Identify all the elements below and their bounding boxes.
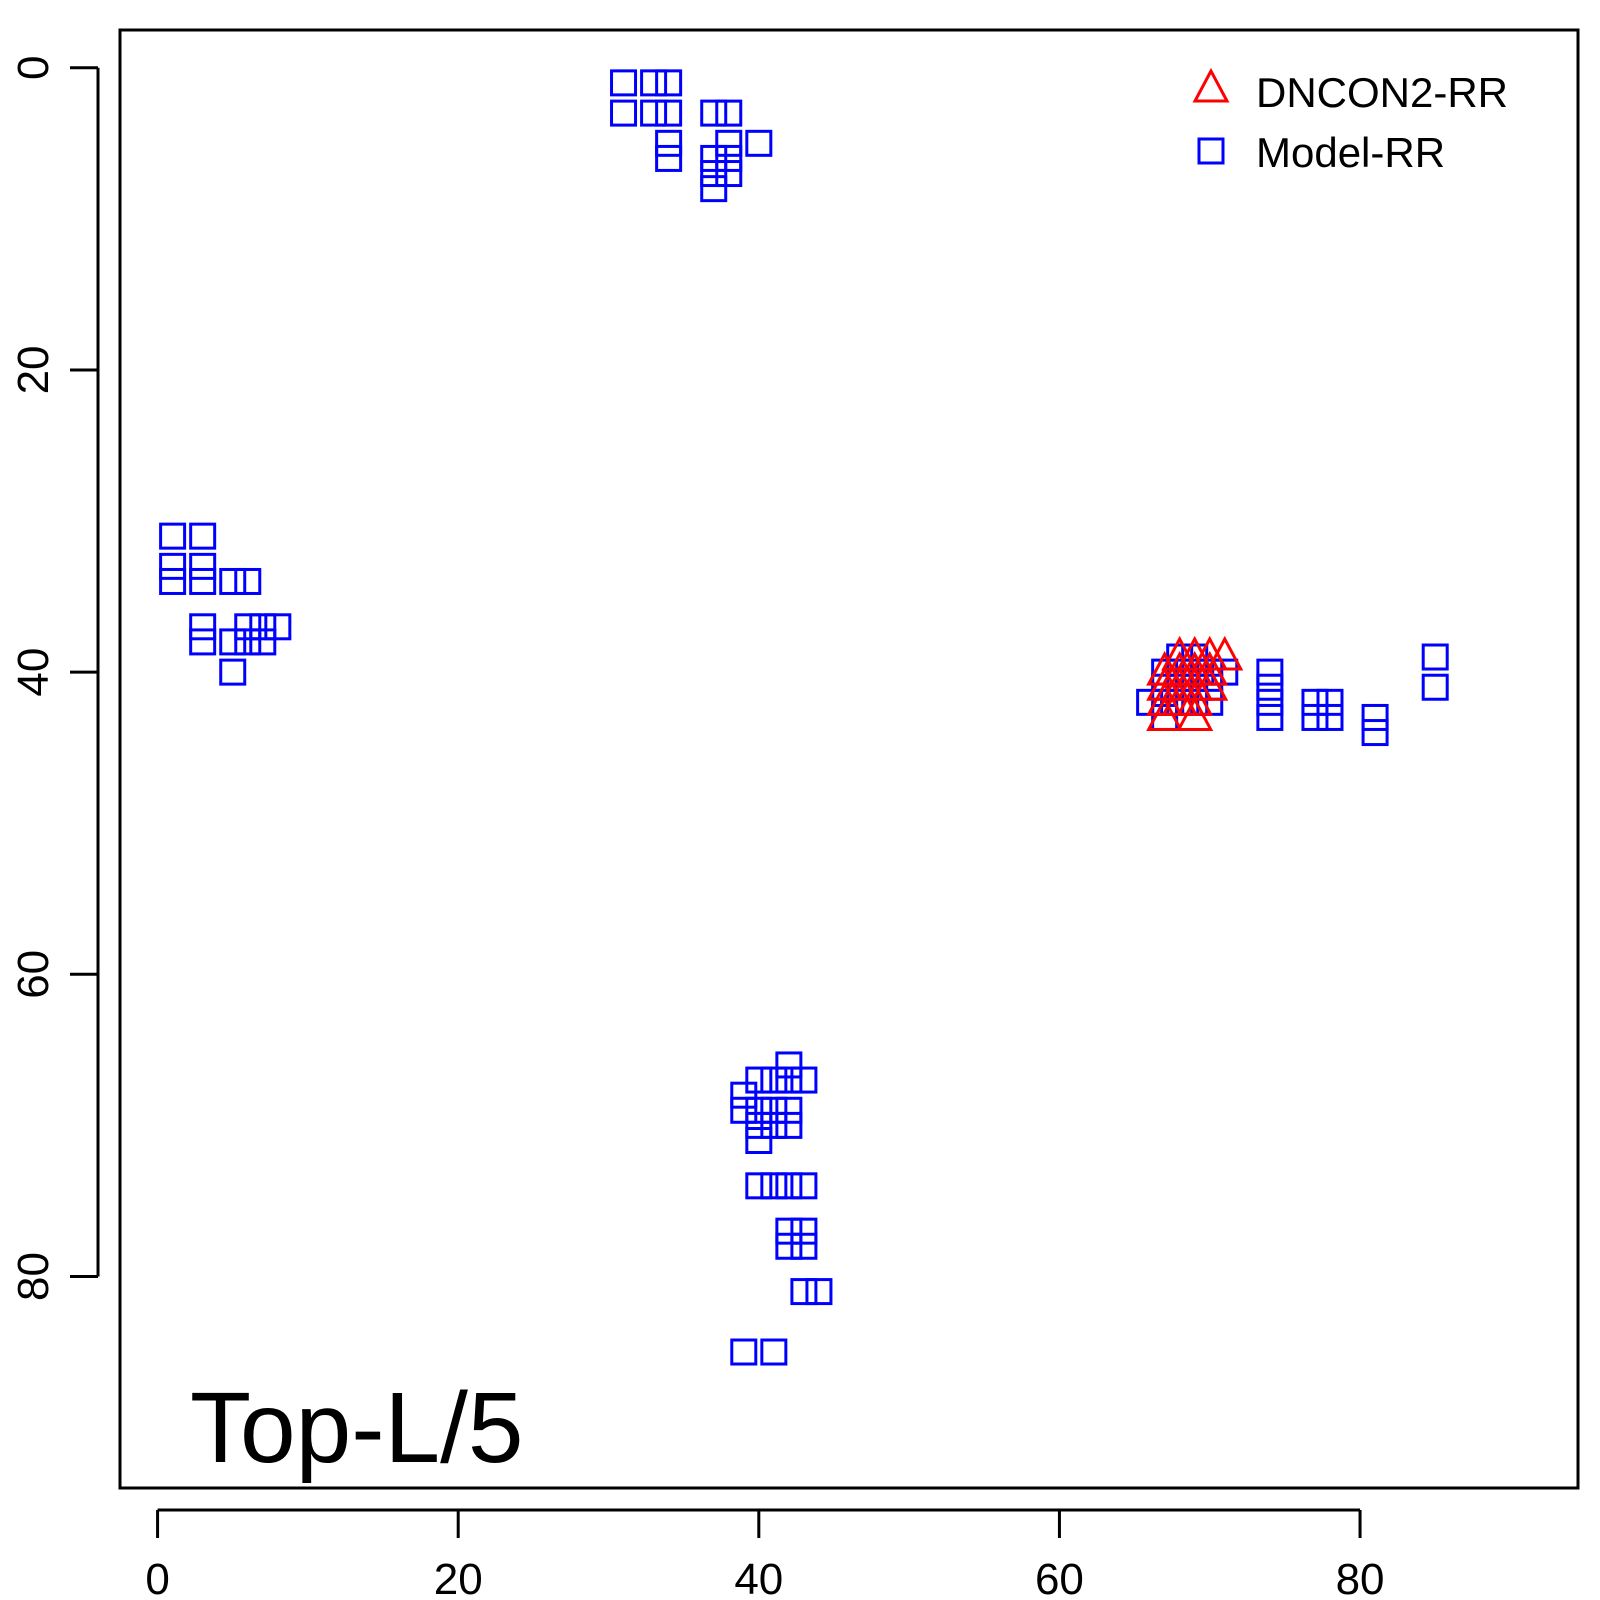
legend-label-dncon2-rr: DNCON2-RR [1256,69,1508,116]
y-tick-label: 0 [9,56,58,80]
model-rr-point [189,567,217,595]
model-rr-point [745,129,773,157]
y-tick-label: 60 [9,950,58,999]
model-rr-point [610,99,638,127]
model-rr-point [1256,688,1284,716]
y-tick-label: 20 [9,345,58,394]
model-rr-point [745,1111,773,1139]
model-rr-point [775,1217,803,1245]
model-rr-point [1421,673,1449,701]
model-rr-point [655,69,683,97]
model-rr-point [700,160,728,188]
model-rr-point [219,658,247,686]
model-rr-point [775,1096,803,1124]
model-rr-point [234,567,262,595]
model-rr-point [1301,703,1329,731]
model-rr-point [189,628,217,656]
model-rr-point [610,69,638,97]
model-rr-point [700,144,728,172]
model-rr-point [189,522,217,550]
model-rr-point [730,1081,758,1109]
model-rr-point [189,552,217,580]
model-rr-point [760,1096,788,1124]
plot-annotation: Top-L/5 [190,1372,524,1484]
model-rr-point [730,1338,758,1366]
model-rr-point [249,613,277,641]
y-axis: 0 20 40 60 80 [9,56,100,1301]
x-tick-label: 20 [434,1555,483,1600]
model-rr-point [1361,719,1389,747]
legend-label-model-rr: Model-RR [1256,129,1445,176]
model-rr-point [775,1111,803,1139]
model-rr-point [159,522,187,550]
model-rr-point [234,613,262,641]
model-rr-point [700,99,728,127]
model-rr-point [1301,688,1329,716]
model-rr-point [219,628,247,656]
model-rr-point [234,628,262,656]
model-rr-point [159,567,187,595]
model-rr-point [1256,703,1284,731]
model-rr-point [760,1338,788,1366]
model-rr-point [790,1217,818,1245]
model-rr-point [249,628,277,656]
model-rr-point [1256,673,1284,701]
model-rr-point [159,552,187,580]
legend-square-marker [1197,137,1225,165]
model-rr-point [760,1111,788,1139]
model-rr-point [715,99,743,127]
y-tick-label: 40 [9,648,58,697]
model-rr-point [790,1232,818,1260]
x-tick-label: 40 [734,1555,783,1600]
x-tick-label: 80 [1336,1555,1385,1600]
model-rr-point [640,99,668,127]
model-rr-point [745,1172,773,1200]
legend-triangle-marker [1192,67,1230,103]
model-rr-point [790,1278,818,1306]
model-rr-point [189,613,217,641]
model-rr-point [655,129,683,157]
model-rr-point [775,1232,803,1260]
model-rr-point [1421,643,1449,671]
model-rr-point [219,567,247,595]
model-rr-point [745,1066,773,1094]
model-rr-point [790,1066,818,1094]
model-rr-point [730,1096,758,1124]
legend: DNCON2-RR Model-RR [1192,67,1508,176]
dncon2-rr-point [1191,666,1229,701]
dncon2-rr-point [1176,696,1214,731]
data-points [159,69,1449,1366]
model-rr-point [715,144,743,172]
model-rr-point [745,1096,773,1124]
x-tick-label: 60 [1035,1555,1084,1600]
model-rr-point [715,160,743,188]
model-rr-point [775,1172,803,1200]
x-tick-label: 0 [145,1555,169,1600]
model-rr-point [655,144,683,172]
model-rr-point [775,1051,803,1079]
model-rr-point [655,99,683,127]
model-rr-point [760,1066,788,1094]
model-rr-point [775,1066,803,1094]
model-rr-point [640,69,668,97]
model-rr-point [1361,703,1389,731]
model-rr-point [715,129,743,157]
dncon2-rr-point [1206,635,1244,671]
model-rr-point [805,1278,833,1306]
plot-border [118,28,1580,1490]
model-rr-point [790,1172,818,1200]
model-rr-point [700,175,728,203]
model-rr-point [760,1172,788,1200]
model-rr-point [1316,688,1344,716]
y-tick-label: 80 [9,1252,58,1301]
model-rr-point [745,1126,773,1154]
x-axis: 0 20 40 60 80 [145,1508,1385,1600]
model-rr-point [264,613,292,641]
model-rr-point [1256,658,1284,686]
model-rr-point [1316,703,1344,731]
